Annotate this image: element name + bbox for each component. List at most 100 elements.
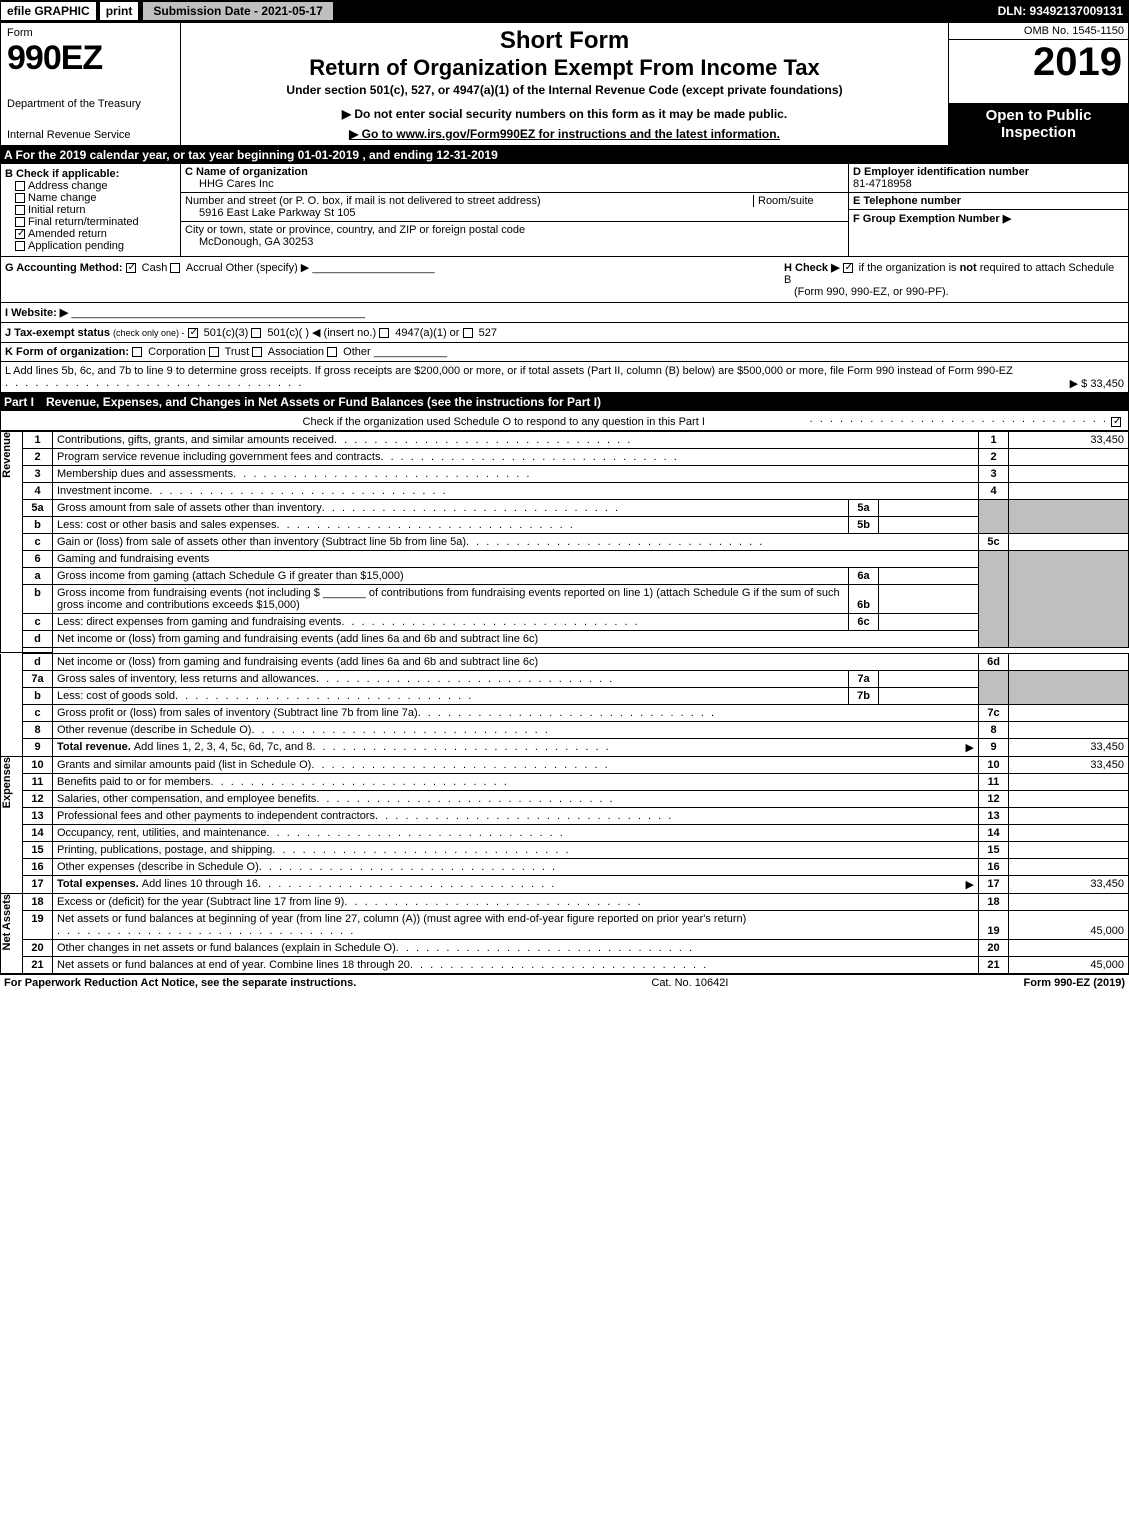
j-501c3-check[interactable] [188,328,198,338]
city-value: McDonough, GA 30253 [199,236,844,248]
initial-return-check[interactable]: Initial return [15,204,176,216]
line-14-amount [1009,825,1129,842]
j-4947-check[interactable] [379,328,389,338]
go-to-link[interactable]: ▶ Go to www.irs.gov/Form990EZ for instru… [189,127,940,141]
line-5a-subval [879,500,979,517]
line-6b-subval [879,585,979,614]
k-other-check[interactable] [327,347,337,357]
top-bar: efile GRAPHIC print Submission Date - 20… [0,0,1129,22]
k-label: K Form of organization: [5,346,129,358]
line-17-amount: 33,450 [1009,876,1129,894]
line-6a-subval [879,568,979,585]
group-exemption-label: F Group Exemption Number ▶ [853,212,1124,225]
ein-value: 81-4718958 [853,178,1124,190]
l-text: L Add lines 5b, 6c, and 7b to line 9 to … [5,365,1013,377]
revenue-table: Revenue 1 Contributions, gifts, grants, … [0,431,1129,653]
k-assoc-check[interactable] [252,347,262,357]
line-11-amount [1009,774,1129,791]
line-20-amount [1009,940,1129,957]
line-15-amount [1009,842,1129,859]
org-name-block: C Name of organization HHG Cares Inc [181,164,848,193]
section-b: B Check if applicable: Address change Na… [1,164,181,256]
part1-check[interactable] [1111,417,1121,427]
final-return-check[interactable]: Final return/terminated [15,216,176,228]
part1-check-label: Check if the organization used Schedule … [303,416,705,428]
line-16-amount [1009,859,1129,876]
line-6c-subval [879,614,979,631]
form-header: Form 990EZ Department of the Treasury In… [0,22,1129,146]
section-h: H Check ▶ if the organization is not req… [784,261,1124,298]
telephone-label: E Telephone number [853,195,1124,207]
h-label: H Check ▶ [784,262,840,274]
header-left: Form 990EZ Department of the Treasury In… [1,23,181,145]
j-501c-check[interactable] [251,328,261,338]
header-mid: Short Form Return of Organization Exempt… [181,23,948,145]
line-8-amount [1009,722,1129,739]
name-change-check[interactable]: Name change [15,192,176,204]
section-e: E Telephone number [849,193,1128,210]
section-d: D Employer identification number 81-4718… [849,164,1128,193]
city-block: City or town, state or province, country… [181,222,848,250]
efile-button[interactable]: efile GRAPHIC [0,1,97,21]
form-label: Form [7,27,174,39]
identity-section: B Check if applicable: Address change Na… [0,164,1129,257]
header-right: OMB No. 1545-1150 2019 Open to Public In… [948,23,1128,145]
footer-left: For Paperwork Reduction Act Notice, see … [4,977,356,989]
line-5b-subval [879,517,979,534]
amended-return-check[interactable]: Amended return [15,228,176,240]
do-not-enter: ▶ Do not enter social security numbers o… [189,107,940,121]
line-21-amount: 45,000 [1009,957,1129,974]
line-1-amount: 33,450 [1009,432,1129,449]
line-12-amount [1009,791,1129,808]
omb-number: OMB No. 1545-1150 [949,23,1128,40]
org-name: HHG Cares Inc [199,178,844,190]
room-label: Room/suite [754,195,844,207]
line-7a-subval [879,671,979,688]
website-label: I Website: ▶ [5,307,68,319]
g-cash-check[interactable] [126,263,136,273]
section-c: C Name of organization HHG Cares Inc Num… [181,164,848,256]
h-check[interactable] [843,263,853,273]
street-value: 5916 East Lake Parkway St 105 [199,207,844,219]
section-gh: G Accounting Method: Cash Accrual Other … [0,257,1129,303]
address-change-check[interactable]: Address change [15,180,176,192]
section-b-title: B Check if applicable: [5,168,176,180]
g-accrual-check[interactable] [170,263,180,273]
section-l: L Add lines 5b, 6c, and 7b to line 9 to … [0,362,1129,393]
footer-right: Form 990-EZ (2019) [1024,977,1125,989]
j-label: J Tax-exempt status [5,327,110,339]
short-form-title: Short Form [189,27,940,55]
g-label: G Accounting Method: [5,262,123,274]
k-trust-check[interactable] [209,347,219,357]
open-to-public: Open to Public Inspection [949,103,1128,145]
revenue-vlabel: Revenue [1,432,23,653]
line-4-amount [1009,483,1129,500]
line-10-amount: 33,450 [1009,757,1129,774]
print-button[interactable]: print [99,1,140,21]
k-corp-check[interactable] [132,347,142,357]
irs-label: Internal Revenue Service [7,129,174,141]
calendar-year: A For the 2019 calendar year, or tax yea… [0,146,1129,164]
street-label: Number and street (or P. O. box, if mail… [185,195,541,207]
irs-link[interactable]: ▶ Go to www.irs.gov/Form990EZ for instru… [349,127,780,141]
form-number: 990EZ [7,39,174,78]
line-2-amount [1009,449,1129,466]
part1-title: Revenue, Expenses, and Changes in Net As… [46,395,1125,409]
line-7c-amount [1009,705,1129,722]
j-527-check[interactable] [463,328,473,338]
application-pending-check[interactable]: Application pending [15,240,176,252]
street-block: Number and street (or P. O. box, if mail… [181,193,848,222]
section-g: G Accounting Method: Cash Accrual Other … [5,261,784,298]
line-19-amount: 45,000 [1009,911,1129,940]
tax-year: 2019 [949,40,1128,85]
footer-mid: Cat. No. 10642I [651,977,728,989]
revenue-table-cont: d Net income or (loss) from gaming and f… [0,653,1129,974]
line-5c-amount [1009,534,1129,551]
page-footer: For Paperwork Reduction Act Notice, see … [0,974,1129,991]
netassets-vlabel: Net Assets [1,894,23,974]
section-k: K Form of organization: Corporation Trus… [0,343,1129,362]
line-3-amount [1009,466,1129,483]
h-text2: (Form 990, 990-EZ, or 990-PF). [794,286,949,298]
part1-num: Part I [4,395,34,409]
org-name-label: C Name of organization [185,166,844,178]
